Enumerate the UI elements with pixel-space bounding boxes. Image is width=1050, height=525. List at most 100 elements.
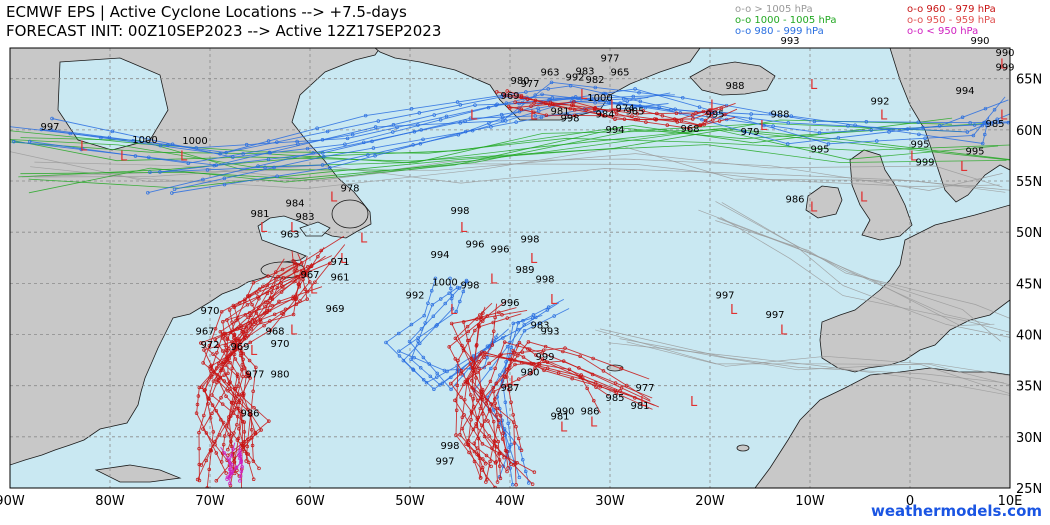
track-point bbox=[243, 313, 248, 317]
track-point bbox=[489, 402, 493, 406]
low-pressure-marker: L bbox=[180, 150, 188, 165]
cyclone-track bbox=[149, 94, 675, 173]
track-point bbox=[511, 420, 516, 424]
cyclone-track bbox=[202, 262, 331, 456]
pressure-label: 996 bbox=[465, 240, 484, 251]
track-point bbox=[526, 481, 531, 485]
cyclone-track bbox=[455, 316, 496, 488]
track-point bbox=[432, 113, 436, 117]
track-point bbox=[468, 116, 473, 121]
cyclone-track bbox=[398, 281, 493, 371]
cyclone-track bbox=[504, 95, 718, 115]
track-point bbox=[493, 401, 497, 405]
track-point bbox=[519, 448, 524, 453]
track-point bbox=[281, 276, 286, 280]
track-point bbox=[475, 417, 480, 421]
track-point bbox=[571, 103, 576, 108]
track-point bbox=[771, 124, 775, 128]
track-point bbox=[497, 452, 501, 456]
cyclone-track bbox=[174, 100, 642, 190]
track-point bbox=[514, 424, 518, 429]
low-pressure-marker: L bbox=[960, 160, 968, 175]
great-britain-land bbox=[849, 149, 913, 241]
track-point bbox=[362, 140, 366, 145]
track-point bbox=[455, 285, 460, 290]
track-point bbox=[235, 384, 240, 389]
low-pressure-marker: L bbox=[310, 283, 318, 298]
track-point bbox=[593, 85, 598, 90]
pressure-label: 980 bbox=[270, 369, 289, 380]
pressure-label: 996 bbox=[490, 245, 509, 256]
track-point bbox=[249, 428, 254, 432]
track-point bbox=[470, 357, 474, 361]
track-point bbox=[226, 371, 230, 376]
track-point bbox=[322, 154, 326, 159]
track-point bbox=[480, 468, 484, 472]
track-point bbox=[710, 118, 715, 122]
pressure-label: 1000 bbox=[587, 93, 612, 104]
pressure-label: 978 bbox=[340, 183, 359, 194]
cyclone-track bbox=[202, 281, 276, 477]
track-point bbox=[237, 301, 242, 305]
track-point bbox=[522, 329, 527, 333]
track-point bbox=[222, 451, 227, 455]
track-point bbox=[568, 106, 572, 111]
track-point bbox=[474, 376, 478, 380]
low-pressure-marker: L bbox=[760, 119, 768, 134]
pressure-label: 994 bbox=[430, 250, 449, 261]
pressure-label: 990 bbox=[995, 48, 1014, 59]
track-point bbox=[614, 391, 619, 396]
track-point bbox=[240, 443, 244, 447]
track-point bbox=[500, 418, 504, 423]
track-point bbox=[213, 337, 217, 342]
cyclone-track bbox=[147, 97, 649, 194]
track-point bbox=[679, 118, 684, 123]
track-point bbox=[500, 312, 504, 317]
cyclone-track bbox=[214, 262, 313, 474]
track-point bbox=[224, 471, 228, 475]
track-point bbox=[238, 479, 242, 483]
track-point bbox=[501, 431, 505, 435]
track-point bbox=[544, 113, 549, 117]
track-point bbox=[240, 367, 244, 372]
pressure-label: 985 bbox=[605, 393, 624, 404]
track-point bbox=[674, 111, 679, 115]
track-point bbox=[256, 294, 260, 299]
track-point bbox=[265, 283, 270, 288]
track-point bbox=[417, 341, 422, 346]
pressure-label: 963 bbox=[540, 68, 559, 79]
track-point bbox=[250, 318, 255, 322]
cyclone-track bbox=[466, 352, 655, 479]
track-point bbox=[201, 177, 205, 182]
track-point bbox=[785, 142, 790, 146]
track-point bbox=[215, 350, 219, 355]
low-pressure-marker: L bbox=[510, 375, 518, 390]
track-point bbox=[429, 289, 434, 293]
track-point bbox=[487, 121, 491, 125]
low-pressure-marker: L bbox=[690, 395, 698, 410]
pressure-label: 993 bbox=[780, 36, 799, 47]
track-point bbox=[529, 104, 533, 108]
track-point bbox=[703, 118, 708, 123]
low-pressure-marker: L bbox=[290, 221, 298, 236]
track-point bbox=[224, 394, 228, 399]
track-point bbox=[275, 140, 279, 144]
track-point bbox=[836, 136, 841, 140]
track-point bbox=[199, 463, 204, 467]
track-point bbox=[497, 458, 502, 462]
pressure-label: 1000 bbox=[182, 136, 207, 147]
track-point bbox=[208, 416, 213, 420]
track-point bbox=[234, 465, 239, 470]
track-point bbox=[493, 461, 498, 465]
track-point bbox=[455, 100, 460, 104]
track-point bbox=[499, 112, 504, 117]
track-point bbox=[229, 471, 234, 476]
track-point bbox=[411, 367, 415, 372]
longitude-tick-label: 10W bbox=[795, 494, 825, 509]
track-point bbox=[202, 348, 206, 352]
track-point bbox=[748, 116, 753, 121]
track-point bbox=[534, 353, 538, 357]
track-point bbox=[305, 289, 310, 294]
track-point bbox=[246, 334, 250, 338]
track-point bbox=[505, 89, 510, 93]
